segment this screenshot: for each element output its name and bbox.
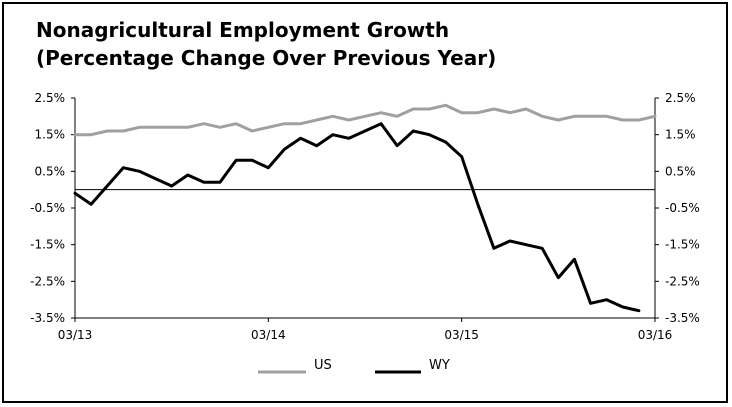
y-tick-label-right: -2.5% [665, 274, 700, 288]
y-tick-label-left: -2.5% [30, 274, 65, 288]
x-tick-label: 03/16 [638, 328, 673, 342]
legend-label-wy: WY [429, 358, 450, 373]
y-tick-label-left: -0.5% [30, 201, 65, 215]
y-tick-label-right: 1.5% [665, 128, 696, 142]
y-tick-label-left: 0.5% [35, 164, 66, 178]
series-line-us [73, 103, 657, 137]
chart-frame [2, 2, 728, 403]
chart-title-line1: Nonagricultural Employment Growth [36, 18, 450, 42]
series-line-wy [73, 122, 641, 313]
y-tick-label-left: -3.5% [30, 311, 65, 325]
y-tick-label-left: 1.5% [35, 128, 66, 142]
y-tick-label-left: 2.5% [35, 91, 66, 105]
chart-title: Nonagricultural Employment Growth (Perce… [36, 16, 496, 72]
y-tick-label-right: 0.5% [665, 164, 696, 178]
x-tick-label: 03/13 [58, 328, 93, 342]
y-tick-label-left: -1.5% [30, 238, 65, 252]
chart-title-line2: (Percentage Change Over Previous Year) [36, 46, 497, 70]
x-tick-label: 03/14 [251, 328, 286, 342]
y-tick-label-right: -1.5% [665, 238, 700, 252]
y-tick-label-right: -3.5% [665, 311, 700, 325]
y-tick-label-right: 2.5% [665, 91, 696, 105]
legend-label-us: US [314, 358, 332, 373]
y-tick-label-right: -0.5% [665, 201, 700, 215]
x-tick-label: 03/15 [444, 328, 479, 342]
